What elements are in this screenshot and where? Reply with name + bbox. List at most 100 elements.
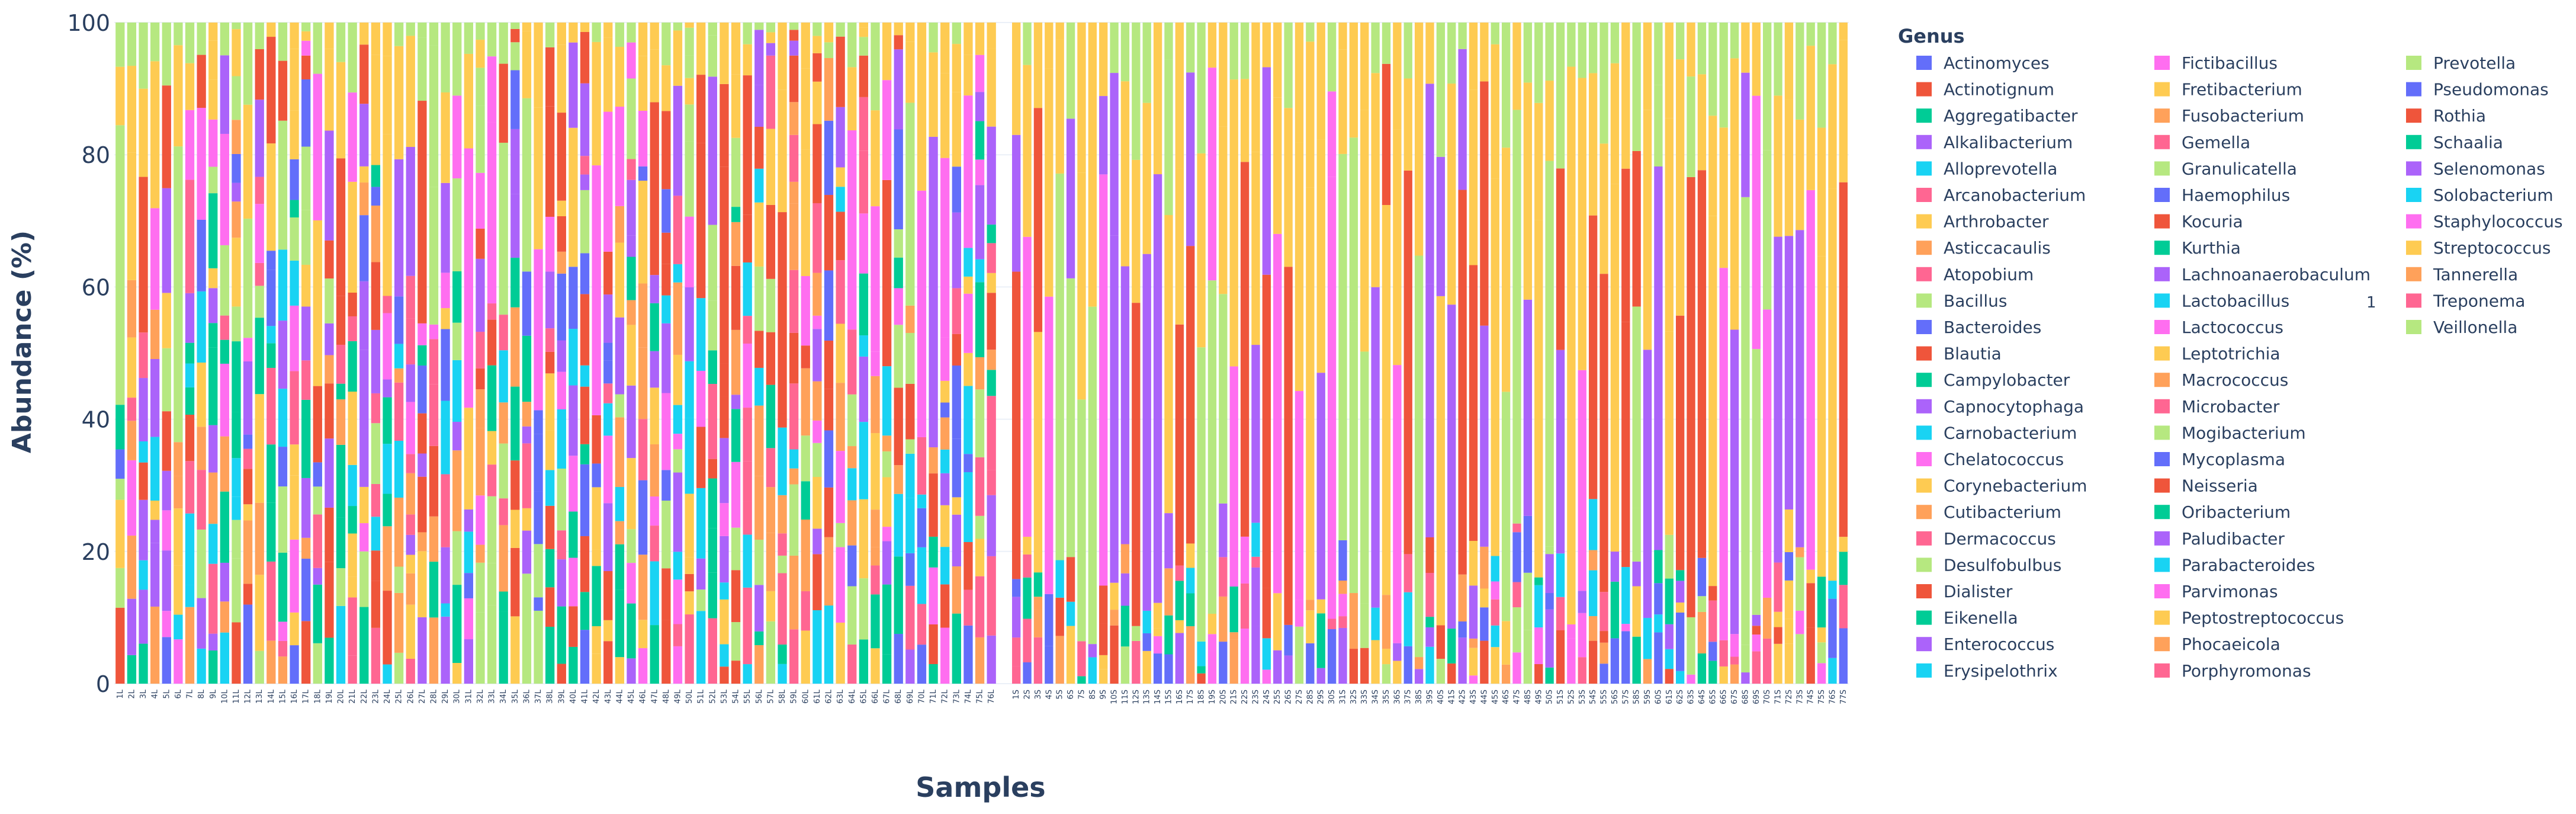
bar-segment	[731, 409, 741, 462]
bar-segment	[557, 23, 566, 45]
bar-segment	[859, 97, 869, 151]
bar-segment	[243, 584, 253, 605]
bar-segment	[882, 23, 892, 81]
bar-segment	[197, 55, 206, 108]
bar-segment	[836, 323, 845, 383]
x-tick-label: 53L	[720, 689, 729, 704]
bar-segment	[1784, 23, 1794, 100]
bar-segment	[406, 473, 415, 515]
bar-segment	[708, 618, 717, 684]
bar-segment	[290, 444, 299, 476]
bar-segment	[150, 606, 160, 684]
bar-segment	[1055, 39, 1064, 174]
bar-segment	[208, 633, 218, 651]
bar-segment	[487, 303, 497, 320]
bar-segment	[522, 530, 532, 574]
bar-segment	[963, 95, 973, 248]
bar-segment	[139, 499, 148, 560]
bar-segment	[766, 23, 776, 33]
bar-segment	[371, 55, 381, 105]
bar-segment	[301, 537, 311, 559]
bar-segment	[661, 393, 671, 470]
x-tick-label: 48L	[662, 689, 671, 704]
bar-segment	[1578, 23, 1586, 78]
x-tick-label: 32S	[1350, 690, 1358, 704]
bar-segment	[1697, 23, 1707, 75]
bar-segment	[789, 30, 799, 41]
bar-segment	[266, 367, 276, 445]
bar-segment	[1621, 168, 1630, 322]
bar-segment	[1523, 23, 1533, 83]
bar-segment	[603, 503, 613, 571]
bar-segment	[232, 306, 241, 342]
x-tick-label: 23S	[1251, 690, 1260, 704]
bar-segment	[545, 23, 555, 47]
bar-segment	[452, 585, 462, 663]
bar-segment	[545, 470, 555, 506]
legend-label: Campylobacter	[1944, 370, 2070, 390]
x-tick-label: 46S	[1502, 690, 1511, 704]
bar-segment	[1099, 23, 1108, 97]
bar-segment	[1675, 581, 1685, 603]
bar-segment	[174, 23, 183, 46]
bar-segment	[406, 555, 415, 573]
bar-segment	[255, 431, 264, 503]
bar-segment	[452, 422, 462, 451]
bar-segment	[627, 159, 636, 180]
bar-segment	[1023, 618, 1032, 662]
bar-segment	[696, 23, 706, 75]
bar-segment	[766, 448, 776, 488]
bar-segment	[1523, 515, 1533, 573]
bar-segment	[720, 599, 729, 645]
bar-segment	[1360, 23, 1369, 110]
bar-segment	[557, 273, 566, 341]
legend-label: Carnobacterium	[1944, 423, 2077, 443]
bar-segment	[1621, 631, 1630, 684]
bar-segment	[336, 568, 346, 606]
bar-segment	[348, 576, 357, 598]
bar-segment	[696, 488, 706, 559]
bar-segment	[871, 351, 880, 376]
legend-swatch	[1916, 267, 1932, 281]
bar-segment	[1654, 583, 1663, 615]
bar-segment	[1610, 184, 1620, 552]
bar-segment	[383, 56, 392, 134]
x-tick-label: 63S	[1687, 690, 1696, 704]
bar-segment	[510, 509, 520, 548]
x-tick-label: 24S	[1263, 690, 1271, 704]
bar-segment	[1371, 287, 1380, 608]
bar-segment	[1012, 579, 1021, 597]
bar-segment	[1556, 553, 1565, 597]
bar-segment	[987, 273, 996, 293]
bar-segment	[1534, 23, 1543, 103]
bar-segment	[150, 358, 160, 437]
x-tick-label: 55S	[1600, 690, 1609, 704]
bar-segment	[417, 365, 427, 414]
bar-segment	[557, 200, 566, 216]
bar-segment	[394, 368, 404, 383]
bar-segment	[1545, 609, 1554, 668]
bar-segment	[1491, 178, 1499, 556]
bar-segment	[801, 275, 810, 346]
x-tick-label: 56L	[755, 689, 764, 704]
bar-segment	[627, 257, 636, 300]
bar-segment	[1153, 628, 1162, 636]
bar-segment	[836, 107, 845, 168]
bar-segment	[278, 60, 288, 121]
bar-segment	[1240, 583, 1250, 629]
legend-label: Corynebacterium	[1944, 476, 2087, 496]
bar-segment	[220, 436, 230, 492]
legend-label: Desulfobulbus	[1944, 555, 2061, 575]
legend-label: Schaalia	[2433, 133, 2503, 152]
bar-segment	[371, 165, 381, 187]
bar-segment	[743, 23, 752, 44]
bar-segment	[952, 438, 961, 498]
bar-segment	[1480, 81, 1489, 326]
bar-segment	[743, 316, 752, 344]
legend-label: Dialister	[1944, 582, 2013, 601]
bar-segment	[754, 85, 764, 127]
legend-swatch	[2154, 267, 2170, 281]
bar-segment	[1110, 235, 1119, 583]
legend-label: Bacillus	[1944, 291, 2007, 310]
bar-segment	[266, 343, 276, 368]
